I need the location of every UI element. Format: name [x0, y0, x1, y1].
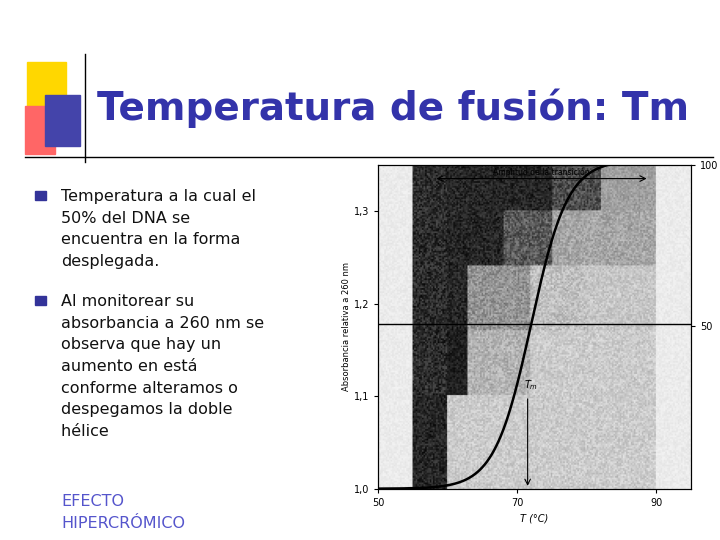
- Bar: [35, 296, 46, 305]
- X-axis label: T (°C): T (°C): [521, 514, 549, 523]
- Text: $T_m$: $T_m$: [524, 377, 538, 392]
- Bar: [35, 191, 46, 200]
- Text: EFECTO
HIPERCRÓMICO: EFECTO HIPERCRÓMICO: [61, 494, 185, 531]
- Bar: [27, 62, 66, 108]
- Bar: [45, 94, 80, 146]
- Text: Amplitud de la transición: Amplitud de la transición: [493, 167, 590, 177]
- Y-axis label: Absorbancia relativa a 260 nm: Absorbancia relativa a 260 nm: [342, 262, 351, 391]
- Text: Temperatura de fusión: Tm: Temperatura de fusión: Tm: [97, 88, 689, 128]
- Bar: [25, 106, 55, 154]
- Text: Al monitorear su
absorbancia a 260 nm se
observa que hay un
aumento en está
conf: Al monitorear su absorbancia a 260 nm se…: [61, 294, 264, 439]
- Text: Temperatura a la cual el
50% del DNA se
encuentra en la forma
desplegada.: Temperatura a la cual el 50% del DNA se …: [61, 189, 256, 269]
